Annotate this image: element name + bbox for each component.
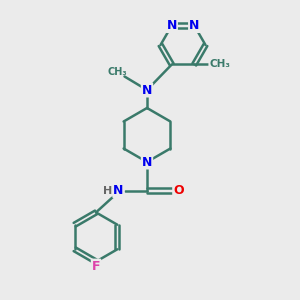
Text: N: N	[142, 83, 152, 97]
Text: CH₃: CH₃	[209, 59, 230, 70]
Text: N: N	[113, 184, 124, 197]
Text: N: N	[167, 19, 177, 32]
Text: F: F	[92, 260, 100, 273]
Text: CH₃: CH₃	[107, 67, 127, 77]
Text: N: N	[189, 19, 200, 32]
Text: O: O	[173, 184, 184, 197]
Text: H: H	[103, 186, 112, 196]
Text: N: N	[142, 155, 152, 169]
